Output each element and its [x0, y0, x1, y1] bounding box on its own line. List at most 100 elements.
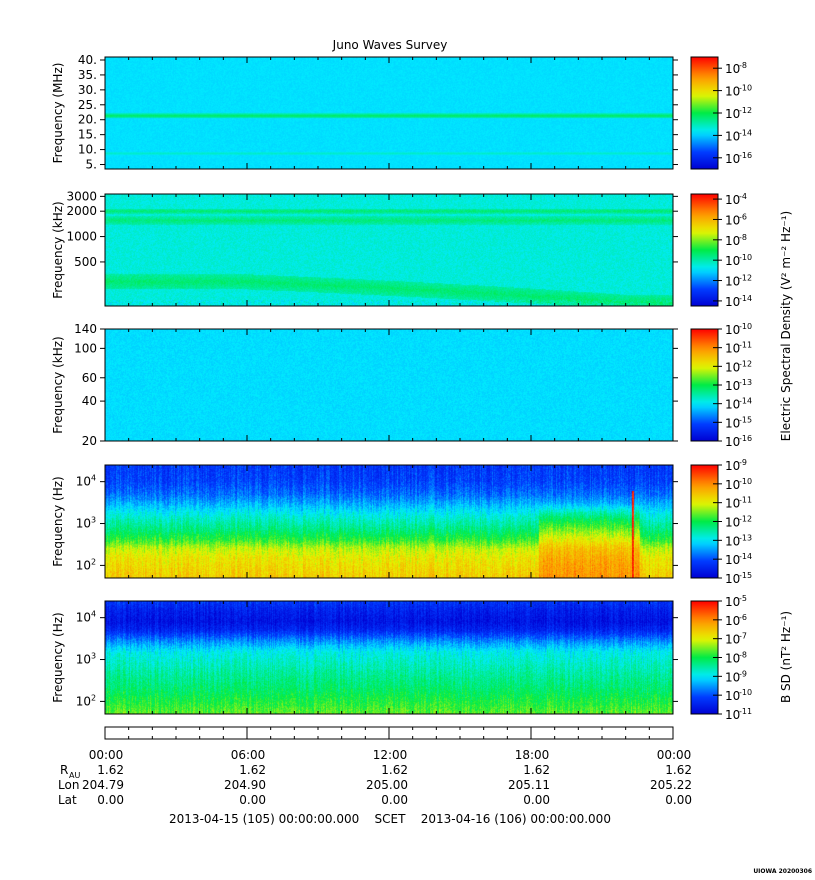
y-tick-label: 10	[76, 475, 91, 489]
colorbar-label-exponent: -12	[739, 106, 752, 115]
ephemeris-value: 0.00	[239, 793, 266, 807]
y-tick-label: 30.	[78, 83, 97, 97]
colorbar-label-exponent: -16	[739, 151, 752, 160]
y-axis-label: Frequency (MHz)	[51, 63, 65, 164]
spectrogram-image	[105, 465, 673, 578]
colorbar-label-base: 10	[725, 107, 740, 121]
y-tick-label: 10	[76, 611, 91, 625]
time-tick-label: 00:00	[89, 748, 124, 762]
scet-footer: 2013-04-15 (105) 00:00:00.000 SCET 2013-…	[169, 812, 611, 826]
colorbar-label-base: 10	[725, 323, 740, 337]
colorbar-label-exponent: -6	[739, 212, 747, 221]
colorbar-label-exponent: -8	[739, 651, 747, 660]
colorbar-label-exponent: -6	[739, 613, 747, 622]
y-tick-label: 20.	[78, 113, 97, 127]
colorbar-label-exponent: -12	[739, 274, 752, 283]
panel-1: 40.35.30.25.20.15.10.5. Frequency (MHz)	[51, 53, 678, 172]
colorbar-label-exponent: -8	[739, 233, 747, 242]
figure-title: Juno Waves Survey	[332, 38, 448, 52]
colorbar-label-base: 10	[725, 534, 740, 548]
ephemeris-value: 204.90	[224, 778, 266, 792]
colorbar-label-exponent: -10	[739, 253, 752, 262]
colorbar-gradient	[690, 56, 719, 170]
colorbar-label-exponent: -14	[739, 128, 752, 137]
ephemeris-row-subscript: AU	[69, 771, 80, 780]
y-tick-label: 2000	[66, 204, 97, 218]
colorbar-label-base: 10	[725, 62, 740, 76]
y-tick-label: 20	[82, 434, 97, 448]
colorbar-label-exponent: -10	[739, 84, 752, 93]
colorbar-label-exponent: -13	[739, 533, 752, 542]
colorbar-label-base: 10	[725, 689, 740, 703]
y-tick-exponent: 4	[91, 474, 96, 483]
ephemeris-row-label: R	[60, 763, 68, 777]
ephemeris-value: 0.00	[665, 793, 692, 807]
colorbar-label-exponent: -15	[739, 571, 752, 580]
y-axis-label: Frequency (Hz)	[51, 476, 65, 567]
time-tick-label: 00:00	[657, 748, 692, 762]
colorbar-label-base: 10	[725, 652, 740, 666]
ephemeris-value: 0.00	[381, 793, 408, 807]
watermark: UIOWA 20200306	[753, 868, 812, 875]
y-tick-exponent: 2	[91, 693, 96, 702]
y-tick-label: 5.	[86, 158, 97, 172]
colorbar-label-exponent: -12	[739, 359, 752, 368]
y-tick-label: 1000	[66, 230, 97, 244]
colorbar-label-base: 10	[725, 516, 740, 530]
electric-colorbar-title: Electric Spectral Density (V² m⁻² Hz⁻¹)	[779, 211, 793, 441]
colorbar-label-base: 10	[725, 275, 740, 289]
y-tick-label: 60	[82, 371, 97, 385]
colorbar-label-exponent: -8	[739, 61, 747, 70]
spectrogram-image	[105, 601, 673, 714]
ephemeris-value: 1.62	[97, 763, 124, 777]
ephemeris-value: 1.62	[665, 763, 692, 777]
colorbar-label-base: 10	[725, 342, 740, 356]
colorbar-label-exponent: -10	[739, 322, 752, 331]
y-tick-label: 10	[76, 558, 91, 572]
colorbar-label-exponent: -12	[739, 515, 752, 524]
ephemeris-value: 1.62	[239, 763, 266, 777]
y-tick-exponent: 3	[91, 652, 96, 661]
ephemeris-value: 205.11	[508, 778, 550, 792]
y-tick-label: 15.	[78, 128, 97, 142]
ephemeris-value: 205.00	[366, 778, 408, 792]
colorbar-label-base: 10	[725, 213, 740, 227]
colorbar-label-exponent: -10	[739, 477, 752, 486]
y-tick-exponent: 3	[91, 516, 96, 525]
ephemeris-value: 0.00	[97, 793, 124, 807]
colorbar-label-exponent: -5	[739, 594, 747, 603]
y-tick-label: 100	[74, 341, 97, 355]
y-tick-label: 35.	[78, 68, 97, 82]
ephemeris-row-label: Lat	[58, 793, 77, 807]
ephemeris-row-label: Lon	[58, 778, 79, 792]
colorbar-label-base: 10	[725, 633, 740, 647]
colorbar-label-base: 10	[725, 379, 740, 393]
colorbar-label-exponent: -16	[739, 434, 752, 443]
ephemeris-value: 1.62	[523, 763, 550, 777]
ephemeris-value: 204.79	[82, 778, 124, 792]
colorbar-label-exponent: -14	[739, 294, 752, 303]
ephemeris-value: 0.00	[523, 793, 550, 807]
colorbar-label-base: 10	[725, 85, 740, 99]
colorbars: 10-810-1010-1210-1410-1610-410-610-810-1…	[690, 56, 752, 722]
colorbar-label-exponent: -10	[739, 688, 752, 697]
magnetic-colorbar-title: B SD (nT² Hz⁻¹)	[779, 611, 793, 703]
spectrogram-panels: 40.35.30.25.20.15.10.5. Frequency (MHz) 30…	[51, 53, 678, 715]
colorbar-label-exponent: -15	[739, 415, 752, 424]
y-tick-exponent: 2	[91, 557, 96, 566]
y-tick-label: 10.	[78, 143, 97, 157]
y-tick-label: 40	[82, 394, 97, 408]
y-tick-label: 10	[76, 653, 91, 667]
spectrogram-image	[105, 329, 673, 441]
colorbar-label-base: 10	[725, 234, 740, 248]
colorbar-label-base: 10	[725, 416, 740, 430]
time-tick-label: 18:00	[515, 748, 550, 762]
y-tick-exponent: 4	[91, 610, 96, 619]
colorbar-label-exponent: -7	[739, 632, 747, 641]
